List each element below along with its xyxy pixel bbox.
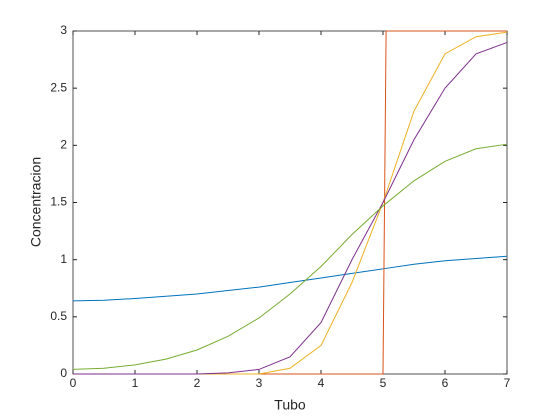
x-tick-label: 0: [70, 376, 77, 390]
y-axis-label: Concentracion: [28, 157, 44, 247]
y-tick-label: 1.5: [50, 195, 67, 209]
series-line: [73, 41, 508, 375]
y-tick-label: 0.5: [50, 309, 67, 323]
x-axis-label: Tubo: [274, 397, 306, 413]
y-tick-label: 2: [60, 138, 67, 152]
x-tick-label: 4: [318, 376, 325, 390]
series-line: [72, 255, 508, 302]
x-tick-label: 3: [256, 376, 263, 390]
x-tick-label: 7: [504, 376, 511, 390]
y-tick-label: 1: [60, 252, 67, 266]
y-tick-label: 2.5: [50, 80, 67, 94]
x-tick-label: 2: [194, 376, 201, 390]
y-tick-label: 0: [60, 366, 67, 380]
series-line: [72, 143, 508, 370]
x-tick-label: 5: [380, 376, 387, 390]
y-tick-label: 3: [60, 23, 67, 37]
x-tick-label: 1: [132, 376, 139, 390]
x-tick-label: 6: [442, 376, 449, 390]
